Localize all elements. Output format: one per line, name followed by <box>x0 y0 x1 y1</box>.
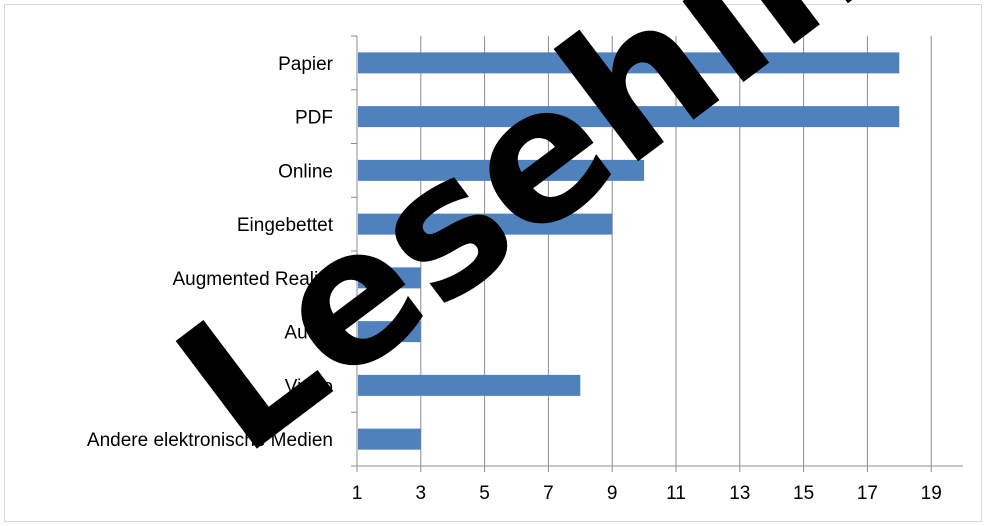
x-tick-label: 5 <box>479 483 490 504</box>
bar <box>358 428 421 450</box>
x-tick-label: 19 <box>921 483 942 504</box>
x-tick-label: 3 <box>416 483 427 504</box>
x-tick-label: 13 <box>729 483 750 504</box>
x-tick-label: 9 <box>607 483 618 504</box>
watermark-text: Lesehilfe <box>140 0 988 494</box>
x-tick-label: 15 <box>793 483 814 504</box>
axes <box>351 35 963 472</box>
category-label: Eingebettet <box>237 215 334 236</box>
category-label: Papier <box>278 54 334 75</box>
tick-labels: 1 3 5 7 9 11 13 15 17 19 <box>352 483 942 504</box>
x-tick-label: 17 <box>857 483 878 504</box>
category-label: Augmented Reality <box>172 269 333 290</box>
bar <box>358 213 613 235</box>
bars <box>358 52 900 450</box>
bar <box>358 52 900 74</box>
category-label: Video <box>285 376 333 397</box>
chart-frame <box>4 4 982 522</box>
x-tick-label: 7 <box>543 483 554 504</box>
bar <box>358 374 581 396</box>
category-label: Andere elektronische Medien <box>87 430 333 451</box>
category-labels: Papier PDF Online Eingebettet Augmented Real… <box>87 54 334 451</box>
bar <box>358 321 421 343</box>
category-label: Audio <box>284 323 333 344</box>
bar <box>358 159 645 181</box>
bar <box>358 267 421 289</box>
x-tick-label: 1 <box>352 483 363 504</box>
bar <box>358 106 900 128</box>
category-label: PDF <box>295 108 333 129</box>
category-label: Online <box>278 161 333 182</box>
x-tick-label: 11 <box>666 483 686 504</box>
